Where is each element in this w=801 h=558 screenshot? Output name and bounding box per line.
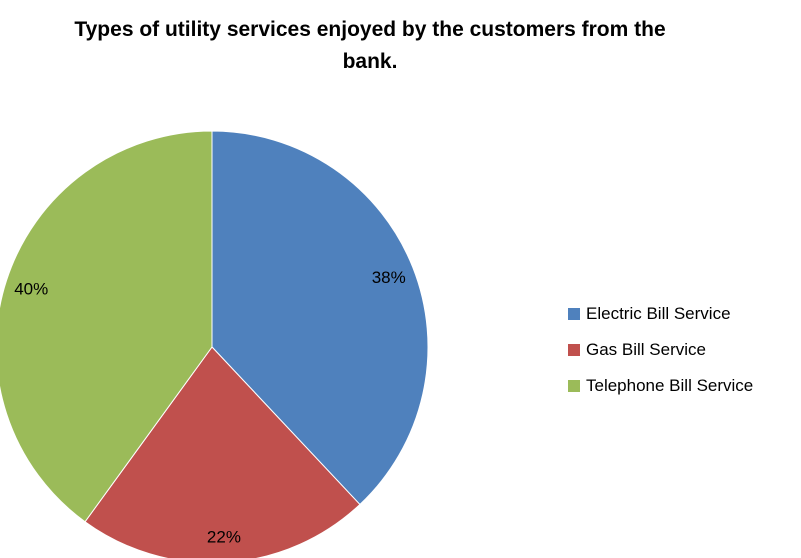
- chart-title-line-1: Types of utility services enjoyed by the…: [74, 18, 666, 41]
- legend-label-gas: Gas Bill Service: [586, 340, 706, 359]
- pie-slices: [0, 130, 429, 558]
- label-gas: 22%: [207, 528, 241, 547]
- label-telephone: 40%: [14, 279, 48, 298]
- slice-telephone: [0, 130, 213, 523]
- legend-swatch-telephone: [568, 380, 580, 392]
- chart-title: Types of utility services enjoyed by the…: [0, 14, 740, 78]
- pie-data-labels: 38% 22% 40%: [14, 268, 406, 547]
- legend-label-telephone: Telephone Bill Service: [586, 376, 754, 395]
- chart-legend: Electric Bill Service Gas Bill Service T…: [568, 296, 753, 404]
- legend-item-gas: Gas Bill Service: [568, 332, 753, 368]
- legend-swatch-gas: [568, 344, 580, 356]
- legend-label-electric: Electric Bill Service: [586, 304, 731, 323]
- legend-item-electric: Electric Bill Service: [568, 296, 753, 332]
- legend-item-telephone: Telephone Bill Service: [568, 368, 753, 404]
- slice-electric: [211, 130, 429, 506]
- chart-title-line-2: bank.: [342, 50, 398, 73]
- slice-gas: [84, 346, 361, 558]
- legend-swatch-electric: [568, 308, 580, 320]
- label-electric: 38%: [372, 268, 406, 287]
